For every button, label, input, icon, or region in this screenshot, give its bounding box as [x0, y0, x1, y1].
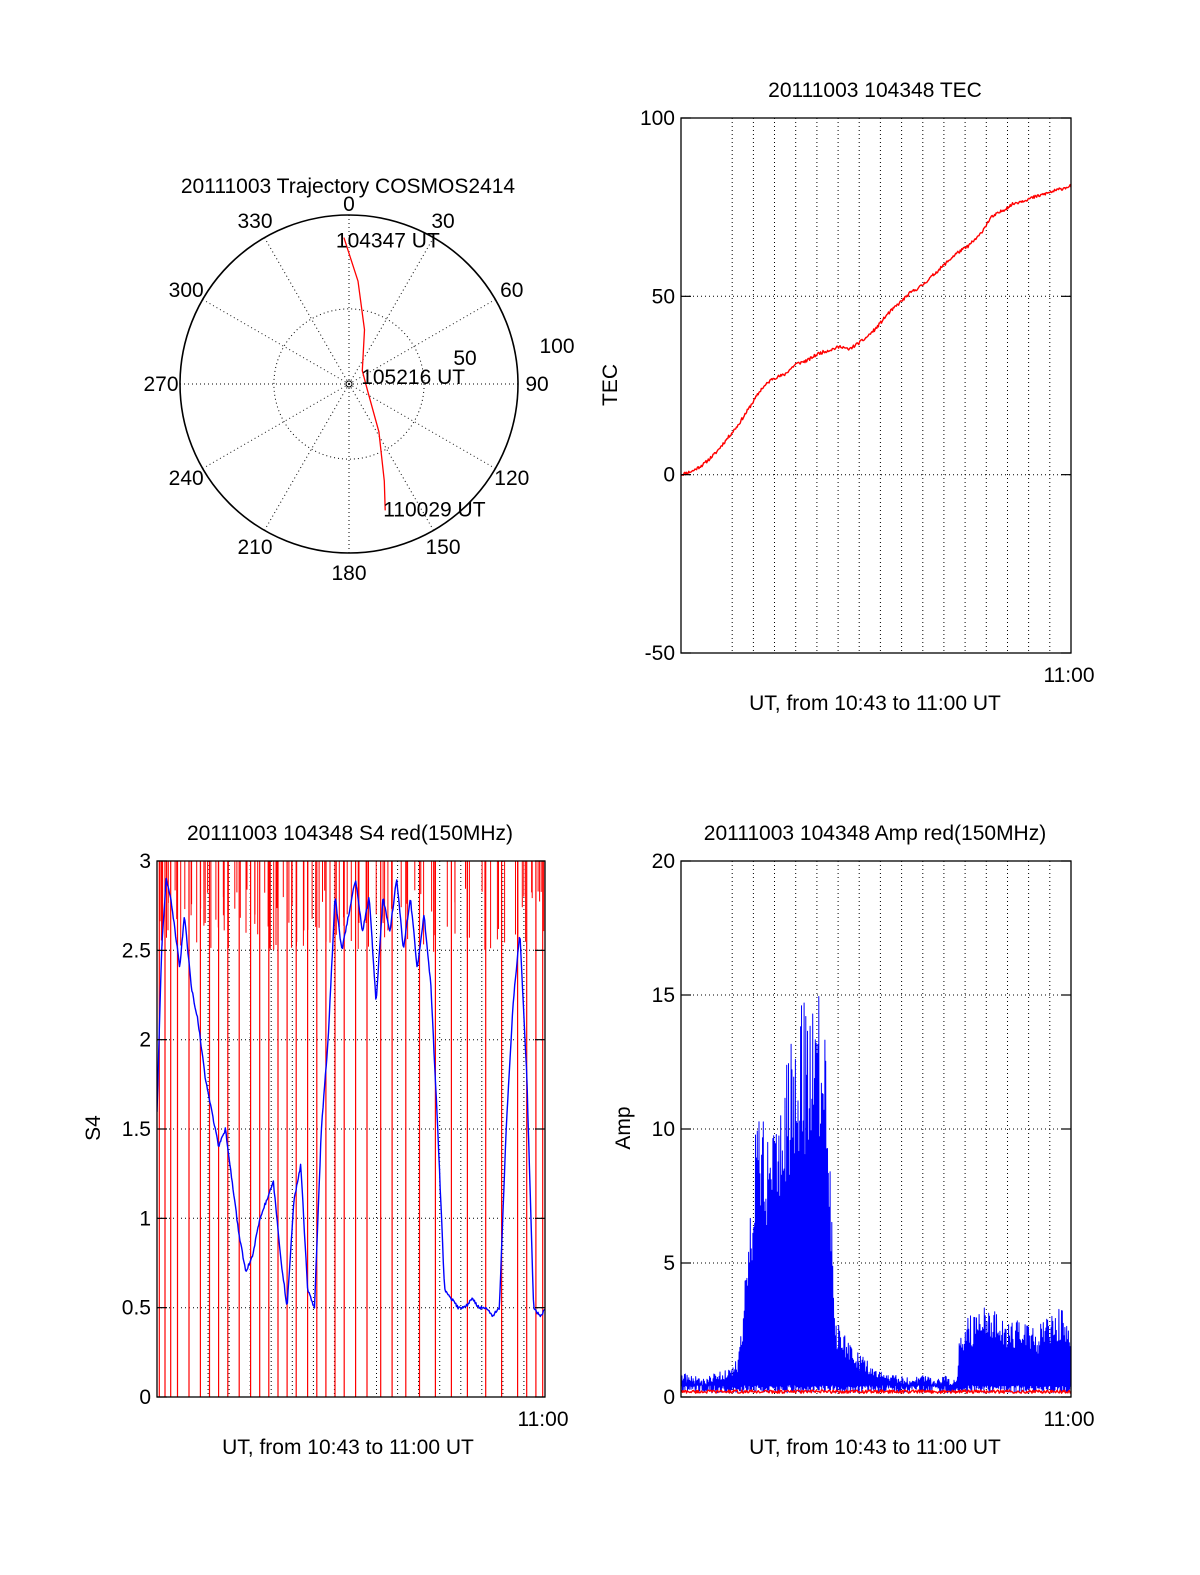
y-tick-label: 1.5: [122, 1118, 151, 1141]
tec-chart: 20111003 104348 TEC TEC UT, from 10:43 t…: [599, 79, 1095, 715]
azimuth-spoke-150: [348, 383, 434, 531]
y-tick-label: 50: [652, 285, 675, 308]
amp-title: 20111003 104348 Amp red(150MHz): [704, 822, 1046, 845]
s4-plot-area: 0 0.5 1 1.5 2 2.5 3 11:00: [122, 850, 569, 1431]
y-tick-label: 0: [663, 1386, 675, 1409]
trajectory-annotation: 105216 UT: [361, 366, 465, 389]
amp-chart: 20111003 104348 Amp red(150MHz) Amp UT, …: [612, 822, 1095, 1459]
tec-title: 20111003 104348 TEC: [768, 79, 982, 102]
azimuth-label-180: 180: [331, 562, 366, 585]
y-tick-label: 20: [652, 850, 675, 873]
azimuth-label-120: 120: [494, 467, 529, 490]
amp-data: [681, 996, 1071, 1394]
azimuth-spoke-330: [264, 237, 350, 385]
azimuth-label-90: 90: [525, 373, 548, 396]
trajectory-series: [343, 237, 386, 511]
y-tick-label: 0: [139, 1386, 151, 1409]
azimuth-label-270: 270: [143, 373, 178, 396]
y-tick-label: 2: [139, 1029, 151, 1052]
azimuth-label-210: 210: [237, 536, 272, 559]
azimuth-label-240: 240: [169, 467, 204, 490]
zenith-marker: [345, 380, 353, 388]
elevation-ring-50: [273, 308, 425, 460]
y-tick-label: 2.5: [122, 939, 151, 962]
amp-series-0: [681, 996, 1071, 1394]
azimuth-label-60: 60: [500, 279, 523, 302]
amp-xlabel: UT, from 10:43 to 11:00 UT: [749, 1436, 1001, 1459]
azimuth-spoke-240: [202, 383, 350, 469]
tec-frame: [680, 117, 1072, 654]
azimuth-spoke-120: [348, 383, 496, 469]
azimuth-spoke-210: [264, 383, 350, 531]
azimuth-label-30: 30: [431, 210, 454, 233]
trajectory-path-0: [343, 237, 386, 511]
amp-frame: [680, 860, 1072, 1398]
y-tick-label: 0.5: [122, 1297, 151, 1320]
s4-data: [157, 861, 545, 1397]
x-tick-label: 11:00: [518, 1408, 569, 1431]
y-tick-label: 3: [139, 850, 151, 873]
s4-xlabel: UT, from 10:43 to 11:00 UT: [222, 1436, 474, 1459]
elevation-label-50: 50: [453, 347, 476, 370]
amp-plot-area: 0 5 10 15 20 11:00: [652, 850, 1095, 1431]
x-tick-label: 11:00: [1044, 664, 1095, 687]
s4-chart: 20111003 104348 S4 red(150MHz) S4 UT, fr…: [82, 822, 569, 1459]
y-tick-label: 10: [652, 1118, 675, 1141]
trajectory-chart: 20111003 Trajectory COSMOS2414 0 30 60 90 12…: [143, 175, 574, 585]
azimuth-spoke-60: [348, 299, 496, 385]
y-tick-label: 0: [663, 464, 675, 487]
y-tick-label: 1: [139, 1207, 151, 1230]
trajectory-grid: [179, 214, 519, 554]
azimuth-label-300: 300: [169, 279, 204, 302]
azimuth-label-330: 330: [237, 210, 272, 233]
azimuth-label-0: 0: [343, 193, 355, 216]
x-tick-label: 11:00: [1044, 1408, 1095, 1431]
tec-xlabel: UT, from 10:43 to 11:00 UT: [749, 692, 1001, 715]
y-tick-label: 100: [640, 107, 675, 130]
elevation-label-100: 100: [539, 335, 574, 358]
y-tick-label: 5: [663, 1252, 675, 1275]
tec-data: [681, 183, 1071, 477]
trajectory-annotation: 104347 UT: [336, 230, 440, 253]
trajectory-labels: 0 30 60 90 120 150 180 210 240 270 300 330 50 100: [143, 193, 574, 585]
s4-title: 20111003 104348 S4 red(150MHz): [187, 822, 513, 845]
tec-plot-area: -50 0 50 100 11:00: [640, 107, 1095, 687]
azimuth-spoke-300: [202, 299, 350, 385]
y-tick-label: 15: [652, 984, 675, 1007]
tec-ylabel: TEC: [599, 364, 622, 406]
amp-ylabel: Amp: [612, 1106, 635, 1149]
trajectory-annotations: 104347 UT 105216 UT 110029 UT: [336, 230, 486, 522]
trajectory-annotation: 110029 UT: [383, 498, 486, 521]
trajectory-title: 20111003 Trajectory COSMOS2414: [181, 175, 516, 198]
azimuth-label-150: 150: [425, 536, 460, 559]
s4-series-1: [157, 877, 545, 1318]
s4-ylabel: S4: [82, 1115, 105, 1141]
y-tick-label: -50: [645, 642, 675, 665]
tec-series-0: [681, 183, 1071, 477]
amp-series-1: [681, 1389, 1071, 1394]
